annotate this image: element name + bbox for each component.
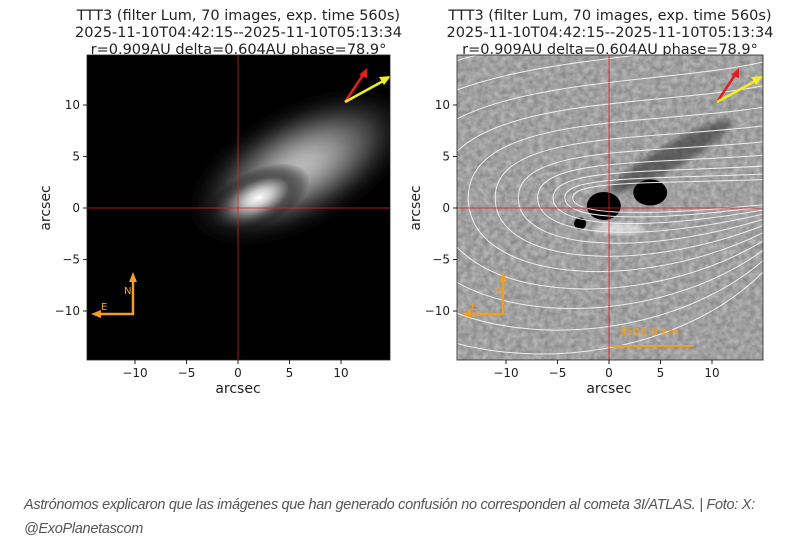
y-tick-label: 5 (442, 150, 450, 164)
scale-bar-label: 3506.0 km (619, 326, 678, 339)
arrowhead-icon (751, 76, 763, 85)
dark-blob (633, 179, 668, 206)
photo-caption: Astrónomos explicaron que las imágenes q… (24, 497, 755, 537)
sun-direction-arrow-icon (715, 71, 739, 103)
y-tick-label: 0 (442, 201, 450, 215)
contour-line (467, 106, 763, 273)
x-axis-label: arcsec (586, 381, 631, 397)
compass-east-label: E (471, 302, 477, 313)
panel-title-line: 2025-11-10T04:42:15--2025-11-10T05:13:34 (447, 25, 774, 41)
y-tick-label: −10 (425, 304, 450, 318)
figure: TTT3 (filter Lum, 70 images, exp. time 5… (38, 8, 774, 397)
x-tick-label: −10 (493, 366, 518, 380)
contour-line (517, 141, 763, 244)
contour-line (564, 173, 763, 218)
contour-line (457, 61, 763, 309)
y-tick-label: 5 (72, 150, 80, 164)
panel-title-line: r=0.909AU delta=0.604AU phase=78.9° (462, 42, 758, 58)
y-tick-label: −5 (62, 253, 80, 267)
x-tick-label: 5 (286, 366, 294, 380)
velocity-direction-arrow-icon (344, 78, 386, 104)
x-tick-label: 0 (605, 366, 613, 380)
y-tick-label: −10 (55, 304, 80, 318)
panel-2: TTT3 (filter Lum, 70 images, exp. time 5… (408, 8, 774, 397)
velocity-direction-arrow-icon (716, 78, 758, 104)
contour-line (552, 165, 763, 225)
x-tick-label: 5 (657, 366, 665, 380)
x-tick-label: −5 (178, 366, 196, 380)
x-axis-label: arcsec (215, 381, 260, 397)
compass-icon (95, 276, 135, 316)
x-tick-label: −5 (549, 366, 567, 380)
dark-blob (574, 217, 587, 230)
y-tick-label: 10 (435, 98, 450, 112)
y-tick-label: −5 (432, 253, 450, 267)
contour-line (494, 125, 763, 257)
arrowhead-icon (731, 68, 739, 78)
dark-blob (586, 191, 621, 220)
x-tick-label: −10 (122, 366, 147, 380)
contour-line (457, 55, 763, 331)
arrowhead-icon (359, 68, 367, 78)
panel-title-line: r=0.909AU delta=0.604AU phase=78.9° (91, 42, 387, 58)
compass-north-label: N (124, 286, 131, 297)
arrowhead-icon (379, 76, 391, 85)
y-tick-label: 10 (65, 98, 80, 112)
contour-line (457, 55, 763, 355)
x-tick-label: 0 (234, 366, 242, 380)
x-tick-label: 10 (333, 366, 348, 380)
contour-line (537, 154, 763, 233)
y-tick-label: 0 (72, 201, 80, 215)
panel-title-line: TTT3 (filter Lum, 70 images, exp. time 5… (447, 8, 771, 24)
panel-title-line: TTT3 (filter Lum, 70 images, exp. time 5… (76, 8, 400, 24)
contour-line (572, 179, 763, 213)
compass-east-label: E (101, 302, 107, 313)
y-axis-label: arcsec (408, 185, 424, 230)
y-axis-label: arcsec (38, 185, 54, 230)
comet-image (87, 55, 390, 360)
sun-direction-arrow-icon (343, 71, 367, 103)
compass-icon (465, 276, 505, 316)
panel-title-line: 2025-11-10T04:42:15--2025-11-10T05:13:34 (75, 25, 402, 41)
panel-1: TTT3 (filter Lum, 70 images, exp. time 5… (38, 8, 402, 397)
contour-line (457, 85, 763, 290)
x-tick-label: 10 (704, 366, 719, 380)
compass-north-label: N (494, 286, 501, 297)
